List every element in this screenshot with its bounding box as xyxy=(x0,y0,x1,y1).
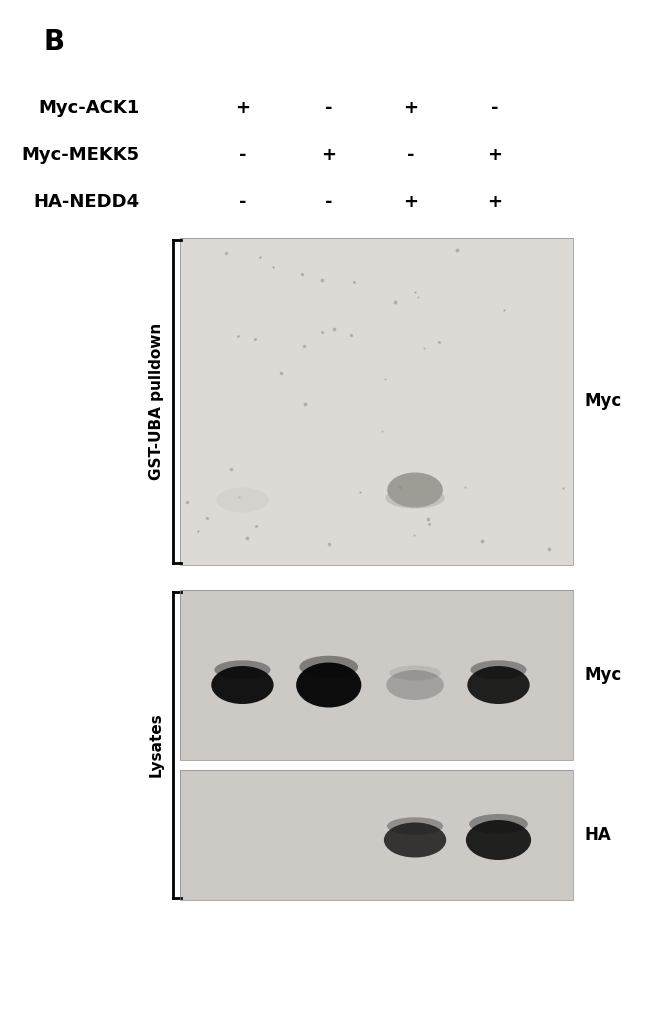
Text: +: + xyxy=(403,193,418,211)
Bar xyxy=(180,590,573,760)
Text: HA-NEDD4: HA-NEDD4 xyxy=(34,193,140,211)
Text: -: - xyxy=(239,193,246,211)
Text: +: + xyxy=(403,99,418,117)
Ellipse shape xyxy=(216,487,269,513)
Ellipse shape xyxy=(211,666,274,704)
Ellipse shape xyxy=(467,666,530,704)
Bar xyxy=(180,770,573,900)
Ellipse shape xyxy=(296,662,361,708)
Text: Myc: Myc xyxy=(585,666,622,684)
Text: +: + xyxy=(487,146,502,164)
Text: Lysates: Lysates xyxy=(149,713,164,777)
Ellipse shape xyxy=(389,665,441,680)
Bar xyxy=(180,590,573,760)
Ellipse shape xyxy=(300,656,358,678)
Bar xyxy=(180,238,573,565)
Bar xyxy=(180,770,573,900)
Text: GST-UBA pulldown: GST-UBA pulldown xyxy=(149,322,164,480)
Ellipse shape xyxy=(385,487,445,508)
Ellipse shape xyxy=(214,660,270,679)
Ellipse shape xyxy=(469,814,528,834)
Text: -: - xyxy=(239,146,246,164)
Text: -: - xyxy=(325,99,333,117)
Text: -: - xyxy=(491,99,499,117)
Text: Myc-ACK1: Myc-ACK1 xyxy=(38,99,140,117)
Ellipse shape xyxy=(386,670,444,700)
Bar xyxy=(180,238,573,565)
Text: +: + xyxy=(487,193,502,211)
Text: +: + xyxy=(235,99,250,117)
Text: -: - xyxy=(406,146,414,164)
Text: Myc-MEKK5: Myc-MEKK5 xyxy=(21,146,140,164)
Text: Myc: Myc xyxy=(585,393,622,411)
Ellipse shape xyxy=(466,820,531,860)
Ellipse shape xyxy=(471,660,526,679)
Ellipse shape xyxy=(384,823,446,857)
Ellipse shape xyxy=(387,473,443,507)
Ellipse shape xyxy=(387,818,443,835)
Text: B: B xyxy=(44,28,65,56)
Text: +: + xyxy=(321,146,336,164)
Text: HA: HA xyxy=(585,826,612,844)
Text: -: - xyxy=(325,193,333,211)
